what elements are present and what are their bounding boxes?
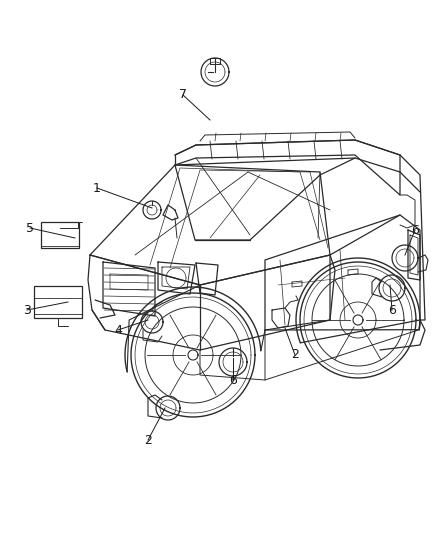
Text: 1: 1: [93, 182, 101, 195]
Text: 6: 6: [411, 223, 419, 237]
Text: 5: 5: [26, 222, 34, 235]
Bar: [41, 222, 79, 248]
Bar: [34, 286, 82, 318]
Text: 4: 4: [114, 324, 122, 336]
Text: 6: 6: [388, 303, 396, 317]
Text: 3: 3: [23, 303, 31, 317]
Text: 6: 6: [229, 374, 237, 386]
Text: 7: 7: [179, 88, 187, 101]
Text: 2: 2: [291, 349, 299, 361]
Text: 2: 2: [144, 433, 152, 447]
